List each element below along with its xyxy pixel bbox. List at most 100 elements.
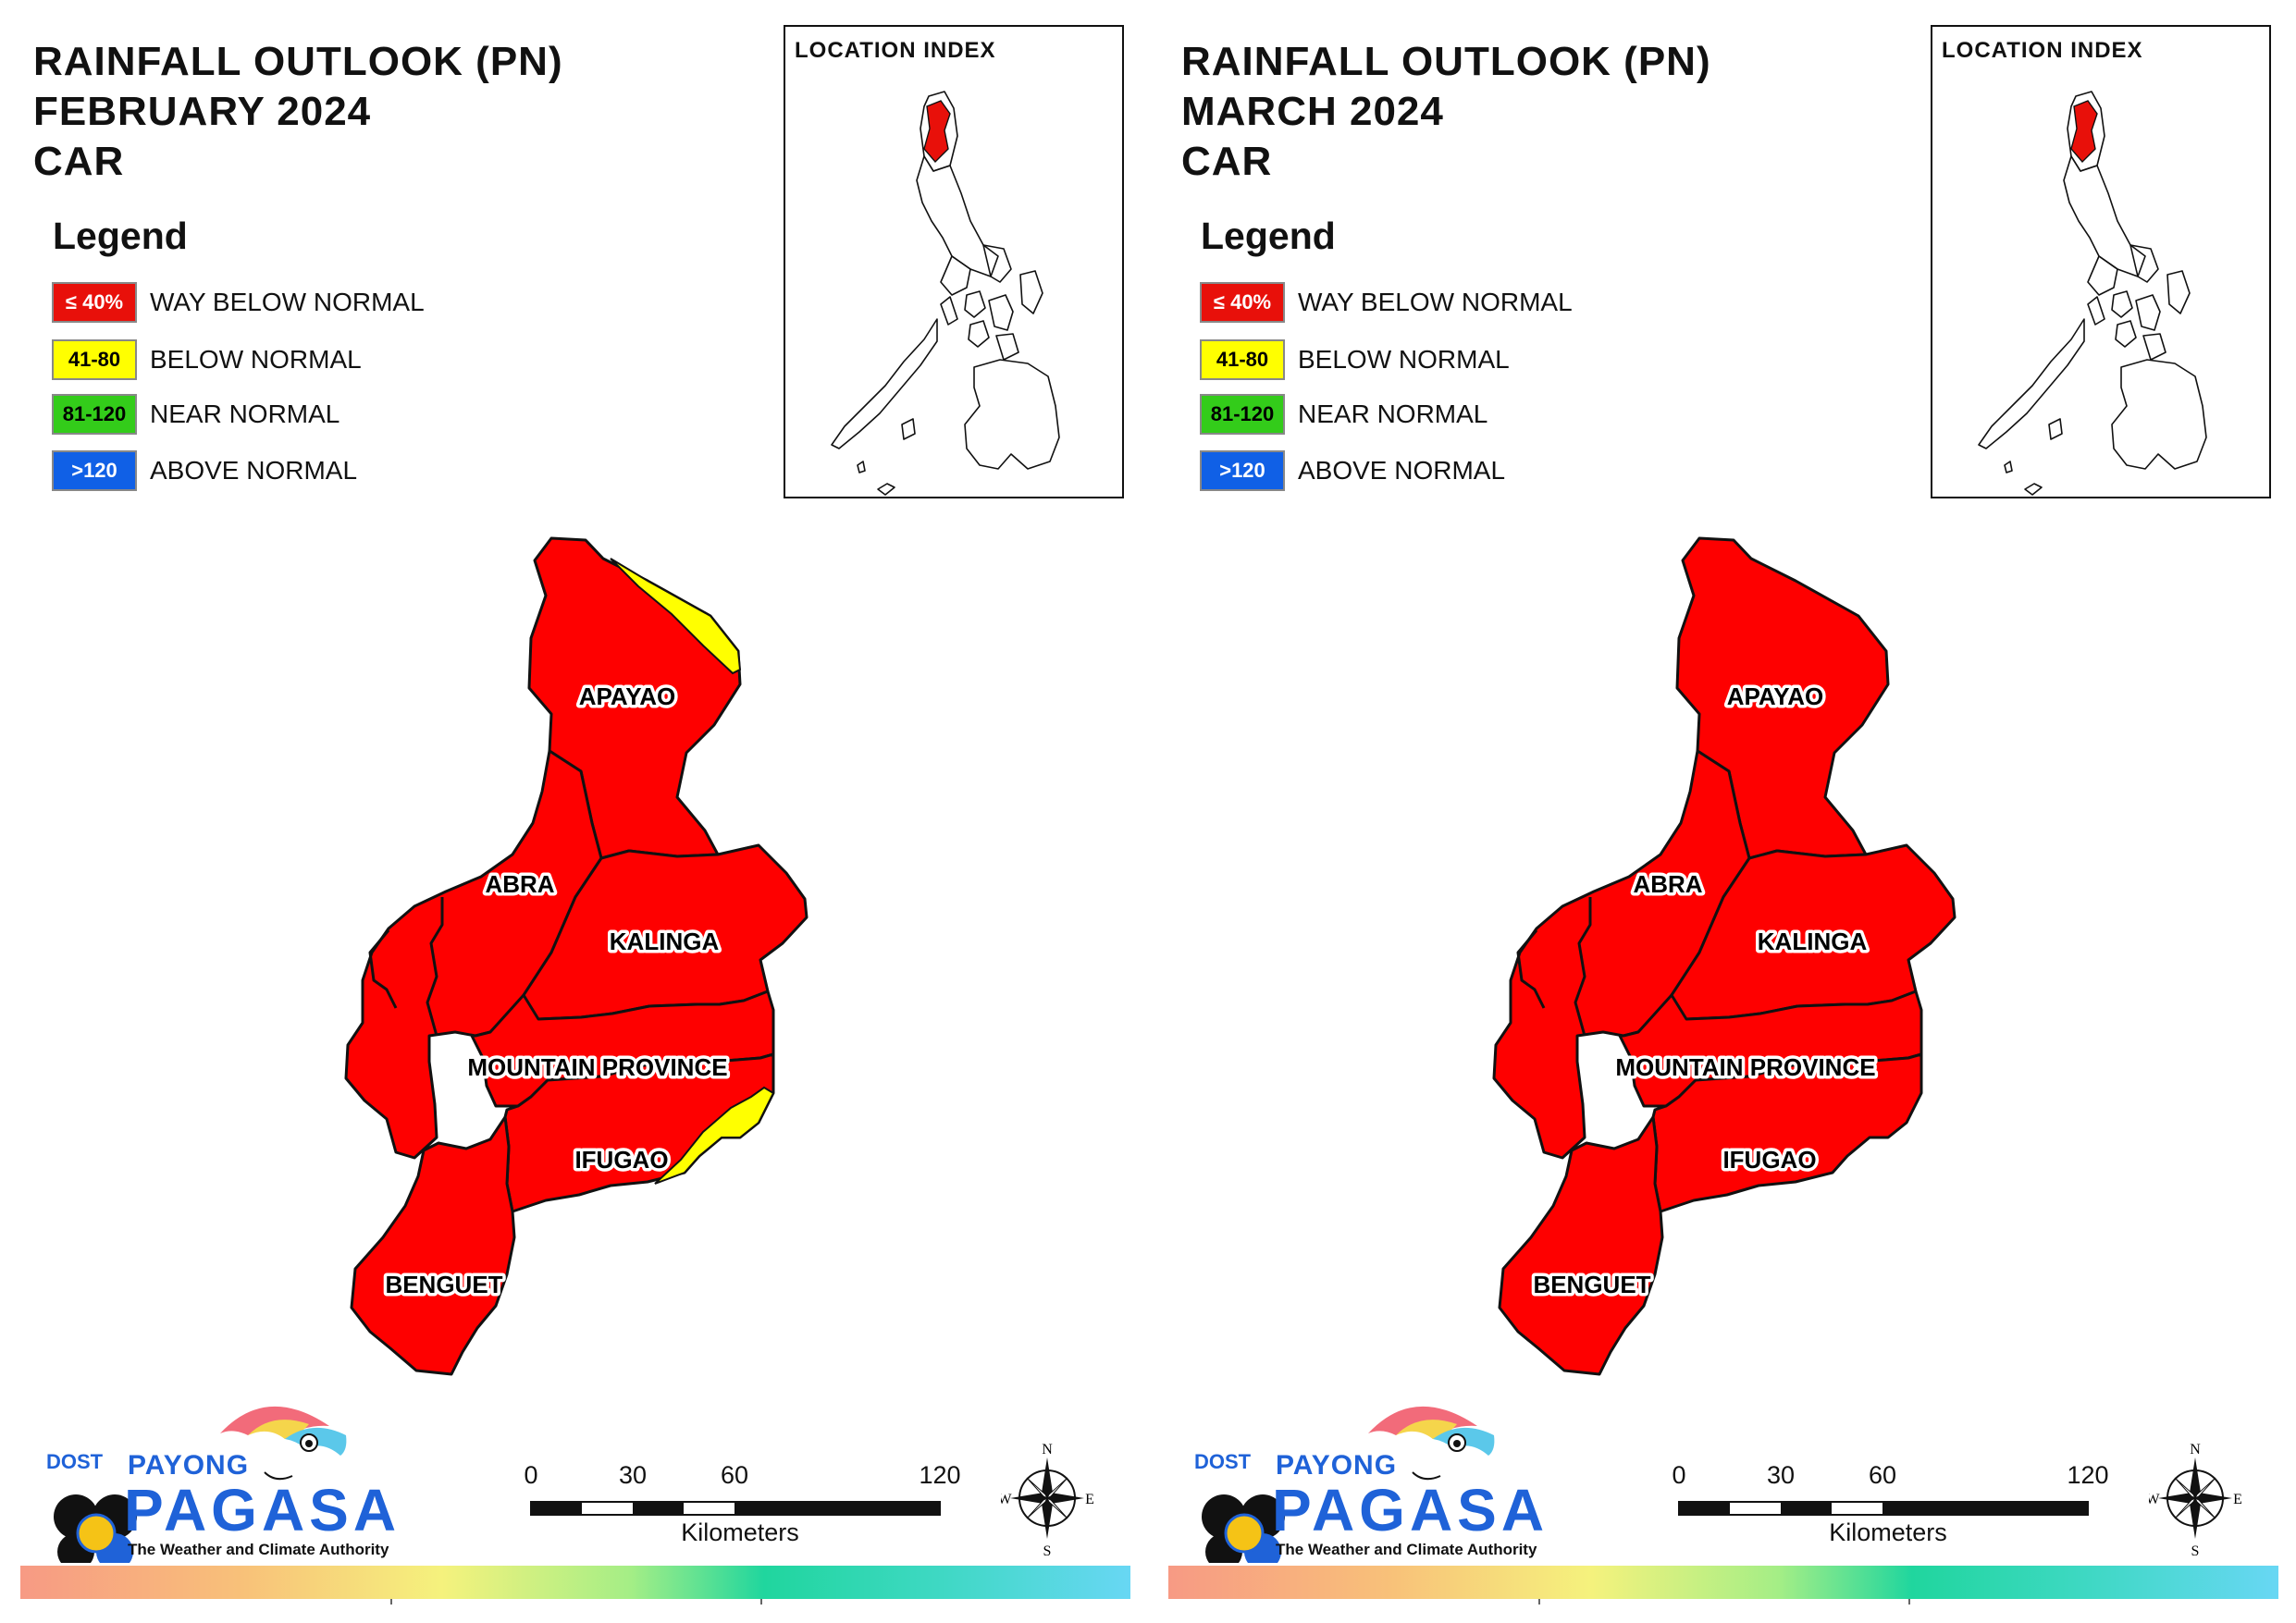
footer-gradient-ticks <box>20 1599 1130 1605</box>
legend-label: ABOVE NORMAL <box>1298 456 1506 485</box>
province-label-benguet: BENGUET <box>385 1271 502 1298</box>
scale-unit-label: Kilometers <box>681 1518 799 1546</box>
province-label-abra: ABRA <box>1633 870 1702 898</box>
compass-n: N <box>1042 1443 1053 1457</box>
outlook-panel-february: RAINFALL OUTLOOK (PN) FEBRUARY 2024 CAR … <box>20 25 1130 1605</box>
legend-label: ABOVE NORMAL <box>150 456 358 485</box>
province-map: APAYAO ABRA KALINGA MOUNTAIN PROVINCE IF… <box>344 536 809 1376</box>
legend-item-above-normal: >120 ABOVE NORMAL <box>52 450 357 491</box>
legend-label: WAY BELOW NORMAL <box>1298 288 1573 316</box>
scale-bar: 0 30 60 120 Kilometers <box>1672 1461 2110 1546</box>
compass-w: W <box>2149 1492 2160 1507</box>
footer-gradient-bar <box>20 1566 1130 1599</box>
province-label-mountain-province: MOUNTAIN PROVINCE <box>1615 1053 1875 1081</box>
philippines-outline-map <box>1978 91 2207 496</box>
logo-dost-text: DOST <box>46 1450 104 1473</box>
pagasa-logo: DOST PAYONG PAGASA The Weather and Clima… <box>1183 1387 1544 1563</box>
province-label-benguet: BENGUET <box>1533 1271 1650 1298</box>
logo-dost-text: DOST <box>1194 1450 1252 1473</box>
compass-s: S <box>2191 1543 2200 1557</box>
province-label-kalinga: KALINGA <box>1758 928 1868 955</box>
legend-label: WAY BELOW NORMAL <box>150 288 425 316</box>
scale-tick-120: 120 <box>2067 1461 2109 1489</box>
legend-swatch: 81-120 <box>1200 394 1285 435</box>
legend-item-way-below-normal: ≤ 40% WAY BELOW NORMAL <box>52 282 425 323</box>
outlook-panel-march: RAINFALL OUTLOOK (PN) MARCH 2024 CAR Leg… <box>1148 0 2296 1623</box>
scale-bar-graphic <box>530 1501 941 1516</box>
legend-swatch: ≤ 40% <box>52 282 137 323</box>
legend-item-below-normal: 41-80 BELOW NORMAL <box>1200 339 1510 380</box>
scale-tick-60: 60 <box>1868 1461 1897 1489</box>
scale-tick-0: 0 <box>524 1461 538 1489</box>
scale-tick-60: 60 <box>720 1461 749 1489</box>
logo-payong-text: PAYONG <box>128 1450 250 1481</box>
province-label-apayao: APAYAO <box>579 682 676 710</box>
map-title: RAINFALL OUTLOOK (PN) FEBRUARY 2024 CAR <box>33 37 563 187</box>
location-index-title: LOCATION INDEX <box>1942 38 2143 63</box>
pagasa-umbrella-icon <box>54 1406 347 1563</box>
pagasa-logo: DOST PAYONG PAGASA The Weather and Clima… <box>35 1387 396 1563</box>
pagasa-umbrella-icon <box>1202 1406 1495 1563</box>
legend-label: NEAR NORMAL <box>150 400 340 428</box>
title-line-2: MARCH 2024 <box>1181 89 1444 134</box>
scale-tick-0: 0 <box>1672 1461 1686 1489</box>
legend-swatch: ≤ 40% <box>1200 282 1285 323</box>
province-label-kalinga: KALINGA <box>610 928 720 955</box>
scale-tick-120: 120 <box>919 1461 961 1489</box>
scale-bar-graphic <box>1678 1501 2089 1516</box>
yellow-patch-ifugao-southeast <box>654 1086 775 1185</box>
legend-label: NEAR NORMAL <box>1298 400 1488 428</box>
location-index-inset: LOCATION INDEX <box>1931 25 2271 498</box>
compass-n: N <box>2190 1443 2201 1457</box>
title-line-3: CAR <box>33 139 125 184</box>
compass-e: E <box>2233 1492 2241 1507</box>
province-label-mountain-province: MOUNTAIN PROVINCE <box>467 1053 727 1081</box>
title-line-2: FEBRUARY 2024 <box>33 89 372 134</box>
legend-swatch: 41-80 <box>1200 339 1285 380</box>
legend-swatch: >120 <box>52 450 137 491</box>
province-map: APAYAO ABRA KALINGA MOUNTAIN PROVINCE IF… <box>1492 536 1957 1376</box>
map-title: RAINFALL OUTLOOK (PN) MARCH 2024 CAR <box>1181 37 1711 187</box>
legend-swatch: 81-120 <box>52 394 137 435</box>
scale-tick-30: 30 <box>1766 1461 1796 1489</box>
footer-gradient-bar <box>1168 1566 2278 1599</box>
province-label-ifugao: IFUGAO <box>574 1146 668 1174</box>
compass-rose-icon: N S E W <box>2145 1442 2241 1559</box>
province-label-apayao: APAYAO <box>1727 682 1824 710</box>
location-index-inset: LOCATION INDEX <box>784 25 1124 498</box>
scale-unit-label: Kilometers <box>1829 1518 1947 1546</box>
compass-e: E <box>1085 1492 1093 1507</box>
legend-swatch: 41-80 <box>52 339 137 380</box>
legend-label: BELOW NORMAL <box>1298 345 1510 374</box>
north-arrow-compass: N S E W <box>997 1442 1093 1559</box>
legend-swatch: >120 <box>1200 450 1285 491</box>
legend-item-near-normal: 81-120 NEAR NORMAL <box>52 394 339 435</box>
logo-tagline: The Weather and Climate Authority <box>128 1541 389 1558</box>
compass-s: S <box>1043 1543 1052 1557</box>
footer-gradient-ticks <box>1168 1599 2278 1605</box>
legend-label: BELOW NORMAL <box>150 345 362 374</box>
scale-tick-30: 30 <box>618 1461 648 1489</box>
province-benguet <box>350 1115 516 1376</box>
compass-w: W <box>1001 1492 1012 1507</box>
title-line-1: RAINFALL OUTLOOK (PN) <box>1181 39 1711 84</box>
yellow-patch-apayao-northeast <box>610 558 742 675</box>
province-label-ifugao: IFUGAO <box>1722 1146 1816 1174</box>
province-benguet <box>1498 1115 1664 1376</box>
location-index-title: LOCATION INDEX <box>795 38 996 63</box>
legend-title: Legend <box>53 215 188 257</box>
legend-item-below-normal: 41-80 BELOW NORMAL <box>52 339 362 380</box>
scale-bar: 0 30 60 120 Kilometers <box>524 1461 962 1546</box>
title-line-1: RAINFALL OUTLOOK (PN) <box>33 39 563 84</box>
legend-item-above-normal: >120 ABOVE NORMAL <box>1200 450 1505 491</box>
logo-pagasa-text: PAGASA <box>1272 1477 1549 1543</box>
logo-tagline: The Weather and Climate Authority <box>1276 1541 1537 1558</box>
province-apayao <box>1675 536 1890 860</box>
title-line-3: CAR <box>1181 139 1273 184</box>
north-arrow-compass: N S E W <box>2145 1442 2241 1559</box>
logo-payong-text: PAYONG <box>1276 1450 1398 1481</box>
province-label-abra: ABRA <box>485 870 554 898</box>
logo-pagasa-text: PAGASA <box>124 1477 401 1543</box>
compass-rose-icon: N S E W <box>997 1442 1093 1559</box>
legend-item-way-below-normal: ≤ 40% WAY BELOW NORMAL <box>1200 282 1573 323</box>
